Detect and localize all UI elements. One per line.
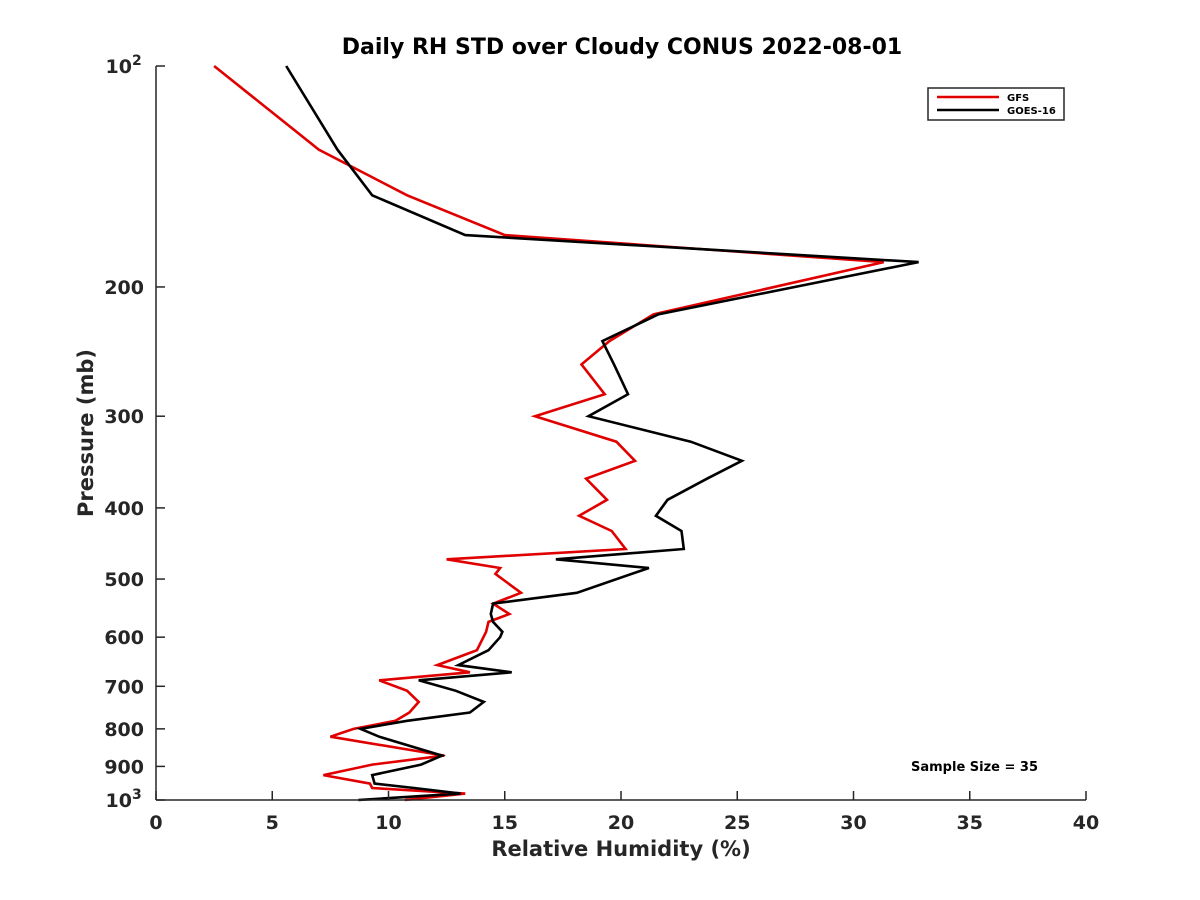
x-tick-label: 40 bbox=[1073, 812, 1099, 834]
chart-title: Daily RH STD over Cloudy CONUS 2022-08-0… bbox=[342, 35, 902, 60]
x-tick-label: 5 bbox=[266, 812, 279, 834]
plot-area bbox=[213, 64, 919, 802]
y-tick-label: 800 bbox=[104, 719, 144, 741]
legend-label-goes16: GOES-16 bbox=[1007, 106, 1056, 117]
x-tick-label: 30 bbox=[840, 812, 866, 834]
legend-label-gfs: GFS bbox=[1007, 93, 1029, 104]
x-axis-label: Relative Humidity (%) bbox=[491, 837, 750, 861]
y-tick-label: 10 bbox=[106, 56, 132, 78]
legend-box bbox=[927, 87, 1065, 121]
legend: GFS GOES-16 bbox=[927, 87, 1065, 121]
y-tick-label: 10 bbox=[106, 790, 132, 812]
x-tick-label: 10 bbox=[375, 812, 401, 834]
y-tick-label: 400 bbox=[104, 498, 144, 520]
x-tick-label: 20 bbox=[608, 812, 634, 834]
y-axis-label: Pressure (mb) bbox=[74, 349, 98, 517]
series-line-goes16 bbox=[285, 65, 919, 802]
y-tick-label: 600 bbox=[104, 627, 144, 649]
y-tick-label: 300 bbox=[104, 406, 144, 428]
x-tick-label: 25 bbox=[724, 812, 750, 834]
y-tick-label: 200 bbox=[104, 277, 144, 299]
x-tick-label: 0 bbox=[149, 812, 162, 834]
sample-size-annotation: Sample Size = 35 bbox=[911, 760, 1038, 775]
y-tick-label: 500 bbox=[104, 569, 144, 591]
y-tick-exponent: 3 bbox=[132, 787, 142, 803]
y-tick-label: 900 bbox=[104, 756, 144, 778]
series-line-gfs bbox=[213, 64, 884, 802]
y-tick-exponent: 2 bbox=[132, 53, 142, 69]
y-tick-label: 700 bbox=[104, 676, 144, 698]
x-tick-label: 35 bbox=[957, 812, 983, 834]
x-tick-label: 15 bbox=[492, 812, 518, 834]
x-axis: 0 5 10 15 20 25 30 35 40 bbox=[149, 791, 1099, 834]
